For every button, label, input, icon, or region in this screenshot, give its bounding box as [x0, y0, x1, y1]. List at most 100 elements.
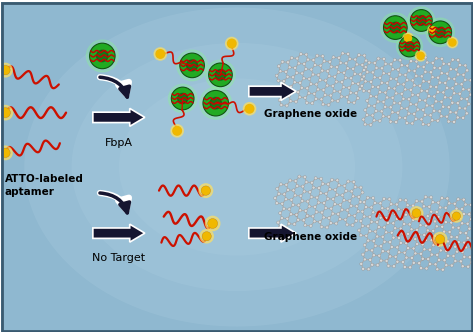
Circle shape — [299, 81, 301, 85]
Circle shape — [298, 175, 301, 178]
Circle shape — [420, 118, 423, 121]
Circle shape — [364, 123, 367, 126]
Circle shape — [287, 95, 291, 98]
Circle shape — [383, 226, 386, 229]
Circle shape — [436, 119, 439, 122]
Circle shape — [393, 87, 396, 90]
Circle shape — [442, 216, 446, 219]
Circle shape — [419, 209, 422, 212]
Circle shape — [448, 230, 451, 233]
Circle shape — [435, 100, 438, 103]
Circle shape — [463, 256, 466, 259]
Circle shape — [449, 96, 452, 99]
Circle shape — [337, 71, 340, 74]
Circle shape — [329, 94, 332, 97]
Circle shape — [314, 177, 317, 180]
Circle shape — [390, 203, 393, 206]
Circle shape — [382, 115, 385, 118]
Circle shape — [422, 109, 425, 112]
Circle shape — [406, 64, 409, 67]
Circle shape — [323, 60, 326, 63]
Circle shape — [371, 71, 374, 74]
Circle shape — [346, 180, 350, 183]
Circle shape — [296, 57, 299, 60]
Circle shape — [282, 94, 285, 97]
Circle shape — [300, 86, 303, 89]
Circle shape — [405, 256, 408, 259]
Circle shape — [322, 103, 325, 106]
Circle shape — [435, 57, 438, 60]
Circle shape — [367, 239, 370, 242]
Circle shape — [431, 76, 434, 79]
Circle shape — [404, 117, 407, 120]
Circle shape — [434, 234, 437, 237]
Circle shape — [398, 102, 401, 105]
Circle shape — [405, 122, 409, 125]
Circle shape — [388, 212, 391, 215]
Circle shape — [345, 189, 348, 192]
Circle shape — [362, 253, 365, 256]
Circle shape — [460, 207, 464, 210]
Circle shape — [317, 88, 319, 91]
Circle shape — [451, 101, 454, 104]
Circle shape — [306, 200, 309, 203]
Circle shape — [413, 113, 416, 116]
Circle shape — [458, 63, 462, 66]
Circle shape — [336, 100, 339, 103]
Circle shape — [373, 76, 376, 79]
Circle shape — [90, 43, 115, 69]
Circle shape — [273, 197, 277, 200]
Circle shape — [372, 196, 374, 200]
Circle shape — [412, 261, 415, 265]
Circle shape — [342, 86, 345, 89]
Circle shape — [384, 105, 387, 109]
Circle shape — [399, 73, 401, 76]
Circle shape — [403, 251, 406, 254]
Circle shape — [467, 88, 470, 91]
Circle shape — [454, 260, 457, 263]
Circle shape — [372, 211, 375, 214]
Circle shape — [466, 265, 470, 268]
Circle shape — [470, 246, 473, 249]
Circle shape — [469, 203, 473, 206]
Circle shape — [386, 207, 389, 210]
Circle shape — [350, 190, 353, 193]
Circle shape — [347, 214, 351, 217]
Circle shape — [328, 216, 331, 219]
Circle shape — [380, 259, 383, 262]
Circle shape — [360, 263, 363, 266]
Circle shape — [427, 258, 430, 261]
Circle shape — [387, 264, 390, 268]
Circle shape — [442, 105, 445, 108]
Circle shape — [302, 219, 305, 222]
Circle shape — [438, 244, 440, 247]
Circle shape — [333, 75, 337, 78]
Circle shape — [417, 52, 424, 59]
Circle shape — [343, 199, 346, 202]
Circle shape — [414, 118, 418, 121]
FancyArrow shape — [93, 109, 145, 126]
Circle shape — [397, 33, 422, 59]
Circle shape — [435, 86, 438, 89]
Circle shape — [409, 103, 412, 106]
Circle shape — [304, 67, 308, 70]
Circle shape — [383, 240, 386, 243]
Circle shape — [365, 248, 368, 252]
Circle shape — [187, 60, 198, 71]
Circle shape — [456, 236, 458, 239]
Circle shape — [424, 70, 427, 73]
Circle shape — [275, 74, 278, 77]
Circle shape — [407, 246, 410, 250]
Circle shape — [431, 61, 434, 64]
Circle shape — [358, 87, 362, 90]
Circle shape — [292, 203, 295, 206]
Circle shape — [304, 209, 307, 212]
Circle shape — [401, 218, 404, 221]
Circle shape — [410, 59, 412, 63]
Circle shape — [294, 100, 298, 103]
Circle shape — [381, 13, 410, 42]
Circle shape — [403, 33, 413, 43]
Circle shape — [326, 226, 328, 229]
Circle shape — [347, 101, 350, 104]
Circle shape — [412, 218, 415, 221]
